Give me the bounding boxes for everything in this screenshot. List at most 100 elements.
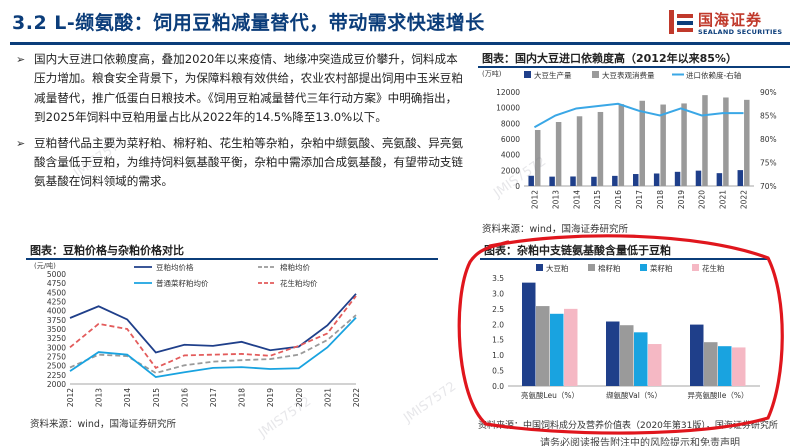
chart2-xtick-label: 2012 — [66, 388, 75, 407]
chart3-bar — [704, 342, 718, 386]
chart2-xtick-label: 2019 — [266, 388, 275, 407]
chart2-ytick-label: 2500 — [47, 362, 66, 371]
chart2-source: 资料来源：wind，国海证券研究所 — [30, 419, 176, 430]
chart3-bar — [634, 332, 648, 386]
chart3-bar — [620, 325, 634, 386]
chart1-bar-consumption — [681, 103, 687, 186]
chart1-bar-consumption — [723, 97, 729, 186]
chart1-bar-consumption — [597, 111, 604, 186]
chart1-ytick-label: 0 — [515, 182, 520, 191]
chart3-bar — [606, 321, 620, 386]
chart1-bar-consumption — [534, 129, 541, 186]
chart3-bar — [564, 308, 578, 386]
bullet-text: 国内大豆进口依赖度高，叠加2020年以来疫情、地缘冲突造成豆价攀升，饲料成本压力… — [34, 52, 463, 125]
chart3-bar — [648, 344, 662, 386]
chart2-ytick-label: 4000 — [47, 307, 66, 316]
chart3-legend-label: 大豆粕 — [546, 263, 569, 273]
chart2-xtick-label: 2021 — [323, 388, 332, 407]
chart1-legend-label: 进口依赖度-右轴 — [686, 70, 741, 80]
chart3-source: 资料来源：中国饲料成分及营养价值表（2020年第31版），国海证券研究所 — [478, 421, 778, 431]
chart3-bar — [732, 347, 746, 386]
chart1-legend-swatch — [592, 71, 599, 78]
footer-disclaimer: 请务必阅读报告附注中的风险提示和免责声明 — [540, 438, 740, 446]
chart1-line-dependence — [533, 102, 744, 129]
chart3-xtick-label: 异亮氨酸Ile（%） — [687, 390, 748, 400]
chart1-ytick-label: 10000 — [496, 104, 520, 113]
chart3-bar — [718, 346, 732, 386]
chart3-legend-label: 花生粕 — [702, 263, 725, 273]
chart2-series-line — [69, 314, 357, 374]
chart3-xtick-label: 亮氨酸Leu（%） — [521, 390, 579, 400]
chart1-xtick-label: 2018 — [656, 190, 665, 209]
chart2-ytick-label: 3250 — [47, 334, 66, 343]
chart1-xtick-label: 2017 — [635, 190, 644, 209]
chart1-xtick-label: 2013 — [551, 190, 560, 209]
chart3-ytick-label: 3.0 — [492, 289, 504, 298]
chart2-xtick-label: 2018 — [238, 388, 247, 407]
chart2-series-line — [69, 295, 357, 369]
chart1-bar-production — [633, 174, 639, 186]
chart2-ytick-label: 4250 — [47, 298, 66, 307]
chart2-ytick-label: 2250 — [47, 371, 66, 380]
chart3-legend-swatch — [692, 264, 699, 271]
chart1-legend-label: 大豆生产量 — [534, 70, 572, 80]
chart2-ytick-label: 2000 — [47, 380, 66, 389]
chart1-unit-label: (万吨) — [482, 69, 502, 78]
chart1-xtick-label: 2021 — [719, 190, 728, 209]
chart1-ytick-label: 12000 — [496, 88, 520, 97]
bullet-item: ➢ 豆粕替代品主要为菜籽粕、棉籽粕、花生粕等杂粕，杂粕中缬氨酸、亮氨酸、异亮氨酸… — [14, 134, 466, 192]
chart3-bar — [690, 324, 704, 386]
chart1-bar-production — [528, 175, 534, 186]
chart1-xtick-label: 2020 — [698, 190, 707, 209]
chart2-title: 图表：豆粕价格与杂粕价格对比 — [30, 244, 184, 257]
chart2-ytick-label: 4500 — [47, 288, 66, 297]
chart2-plot: (元/吨) 20002250250027503000325035003750400… — [34, 261, 361, 407]
chart2-unit-label: (元/吨) — [34, 261, 56, 270]
chart1-xtick-label: 2019 — [677, 190, 686, 209]
chart1-ytick-label: 6000 — [501, 135, 520, 144]
chart2-xtick-label: 2014 — [123, 388, 132, 407]
chart2-xtick-label: 2022 — [352, 388, 361, 407]
chart2-legend-label: 花生粕均价 — [280, 278, 318, 288]
chart3-ytick-label: 1.0 — [492, 351, 504, 360]
chart1-bar-production — [570, 176, 576, 186]
chart1-bar-consumption — [744, 99, 750, 186]
chart1-y2tick-label: 75% — [760, 159, 777, 168]
chart1-xtick-label: 2016 — [614, 190, 623, 209]
chart3-ytick-label: 1.5 — [492, 336, 504, 345]
chart3-bar — [522, 282, 536, 386]
bullet-list: ➢ 国内大豆进口依赖度高，叠加2020年以来疫情、地缘冲突造成豆价攀升，饲料成本… — [14, 50, 466, 198]
chart1-bar-production — [695, 170, 702, 186]
chart2-divider — [26, 258, 438, 260]
chart1-y2tick-label: 70% — [760, 182, 777, 191]
logo-text-cn: 国海证券 — [698, 11, 763, 29]
chart1-bar-production — [591, 176, 597, 186]
chart2-legend-label: 普通菜籽粕均价 — [156, 278, 209, 288]
chart1-xtick-label: 2014 — [572, 190, 581, 209]
chart1-xtick-label: 2022 — [740, 190, 749, 209]
chart1-bar-production — [612, 175, 618, 186]
chart1-bar-production — [674, 171, 681, 186]
bullet-item: ➢ 国内大豆进口依赖度高，叠加2020年以来疫情、地缘冲突造成豆价攀升，饲料成本… — [14, 50, 466, 128]
sealand-logo-icon — [669, 10, 693, 34]
chart1-y2tick-label: 80% — [760, 135, 777, 144]
chart2-ytick-label: 3000 — [47, 343, 66, 352]
chart3-title: 图表：杂粕中支链氨基酸含量低于豆粕 — [484, 244, 671, 257]
sealand-logo: 国海证券 SEALAND SECURITIES — [668, 8, 792, 38]
chart1-bar-production — [549, 176, 555, 186]
arrow-bullet-icon: ➢ — [16, 136, 26, 150]
chart1-bar-consumption — [702, 95, 708, 186]
chart3-legend-swatch — [640, 264, 647, 271]
chart1-legend-label: 大豆表观消费量 — [602, 70, 655, 80]
chart2-legend-label: 棉粕均价 — [280, 262, 310, 272]
chart2-series-line — [69, 293, 357, 354]
chart2-ytick-label: 3500 — [47, 325, 66, 334]
chart2-ytick-label: 5000 — [47, 270, 66, 279]
chart2-xtick-label: 2015 — [152, 388, 161, 407]
chart3-plot: 0.0 0.5 1.0 1.5 2.0 2.5 3.0 3.5 亮氨酸Leu（%） 缬氨酸Val（… — [492, 263, 760, 400]
chart2-xtick-label: 2016 — [180, 388, 189, 407]
chart1-ytick-label: 8000 — [501, 119, 520, 128]
arrow-bullet-icon: ➢ — [16, 53, 26, 66]
chart1-xtick-label: 2015 — [593, 190, 602, 209]
chart1-bar-production — [653, 173, 660, 186]
